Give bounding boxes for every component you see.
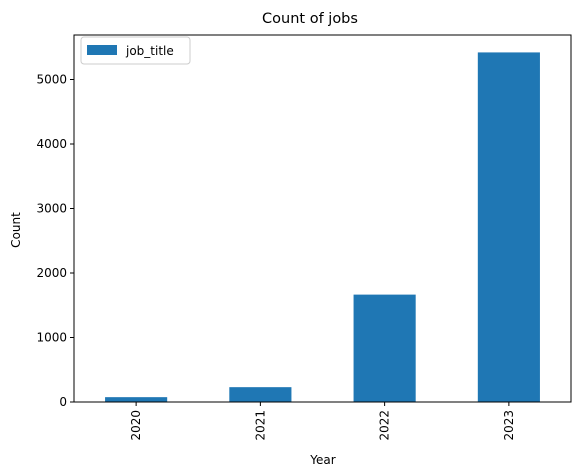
x-axis-ticks: 2020 2021 2022 2023 xyxy=(129,402,516,441)
y-axis-label: Count xyxy=(9,212,23,248)
y-tick-label: 2000 xyxy=(36,266,67,280)
y-axis-ticks: 0 1000 2000 3000 4000 5000 xyxy=(36,73,74,409)
x-tick-label: 2020 xyxy=(129,410,143,441)
y-tick-label: 0 xyxy=(59,395,67,409)
y-tick-label: 5000 xyxy=(36,73,67,87)
plot-frame xyxy=(73,34,572,403)
bar-2020 xyxy=(105,397,168,402)
legend-swatch xyxy=(87,45,117,55)
bars xyxy=(105,52,540,402)
bar-2022 xyxy=(353,294,416,402)
x-tick-label: 2021 xyxy=(253,410,267,441)
legend-label: job_title xyxy=(125,44,174,58)
bar-2023 xyxy=(477,52,540,402)
legend: job_title xyxy=(80,36,191,65)
x-tick-label: 2023 xyxy=(502,410,516,441)
y-tick-label: 1000 xyxy=(36,331,67,345)
bar-2021 xyxy=(229,387,292,402)
x-tick-label: 2022 xyxy=(378,410,392,441)
x-axis-label: Year xyxy=(309,453,335,467)
chart-title: Count of jobs xyxy=(262,11,358,27)
y-tick-label: 4000 xyxy=(36,137,67,151)
legend-box xyxy=(80,36,191,65)
y-tick-label: 3000 xyxy=(36,202,67,216)
